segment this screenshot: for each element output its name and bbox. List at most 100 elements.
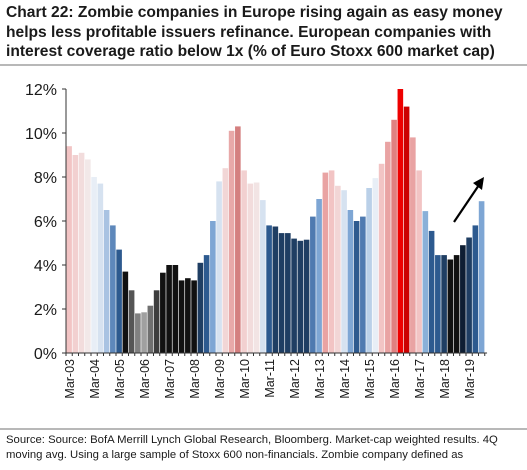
bar	[178, 280, 185, 353]
bar	[85, 159, 91, 353]
bar	[210, 221, 216, 353]
bar	[116, 249, 122, 353]
bar	[403, 106, 410, 353]
bar	[410, 137, 416, 353]
bar	[435, 255, 441, 353]
arrow-head	[473, 177, 484, 190]
bar	[460, 245, 466, 353]
x-tick-label: Mar-11	[263, 359, 277, 398]
x-tick-label: Mar-03	[63, 359, 77, 399]
bar	[128, 290, 135, 353]
x-tick-label: Mar-15	[363, 359, 377, 399]
y-tick-label: 10%	[25, 126, 57, 143]
bar	[241, 170, 247, 353]
bar	[466, 237, 472, 353]
bar	[391, 119, 397, 353]
bar	[472, 225, 479, 353]
y-tick-label: 8%	[34, 170, 57, 187]
x-tick-label: Mar-14	[338, 359, 352, 399]
bar	[310, 216, 316, 353]
bar	[197, 262, 204, 353]
bar	[160, 272, 166, 353]
y-tick-label: 0%	[34, 346, 57, 363]
chart-svg: 0% 2% 4% 6% 8% 10% 12% Mar-03 Mar-04 Mar-05 Mar-0…	[25, 82, 488, 399]
y-tick-label: 12%	[25, 82, 57, 99]
bars-group	[66, 89, 485, 354]
bar	[341, 190, 347, 353]
bar	[353, 221, 360, 353]
bar	[428, 230, 435, 353]
bar	[366, 188, 372, 353]
bar	[347, 210, 354, 353]
x-tick-label: Mar-12	[288, 359, 302, 399]
bar	[453, 255, 460, 353]
bar	[166, 265, 172, 353]
x-tick-label: Mar-08	[188, 359, 202, 399]
bar	[416, 170, 422, 353]
bar	[272, 226, 279, 353]
bar	[378, 163, 385, 353]
bar	[216, 181, 222, 353]
bar	[203, 255, 210, 353]
x-tick-label: Mar-04	[88, 359, 102, 399]
bar	[78, 152, 85, 353]
bar	[360, 216, 366, 353]
bar	[141, 312, 147, 353]
x-tick-label: Mar-13	[313, 359, 327, 399]
bar	[422, 211, 429, 353]
chart-area: 0% 2% 4% 6% 8% 10% 12% Mar-03 Mar-04 Mar-05 Mar-0…	[0, 66, 527, 430]
source-note: Source: Source: BofA Merrill Lynch Globa…	[6, 434, 498, 461]
x-tick-label: Mar-07	[163, 359, 177, 399]
bar	[441, 255, 447, 353]
bar	[235, 126, 241, 354]
trend-arrow	[453, 177, 484, 223]
bar	[253, 182, 260, 353]
bar	[153, 290, 160, 353]
bar	[172, 265, 179, 353]
title-bar: Chart 22: Zombie companies in Europe ris…	[0, 0, 527, 66]
y-tick-label: 2%	[34, 302, 57, 319]
bar	[110, 225, 116, 353]
bar	[135, 313, 141, 353]
x-tick-label: Mar-10	[238, 359, 252, 399]
bar	[103, 210, 110, 353]
bar	[222, 168, 229, 353]
bar	[147, 305, 154, 353]
x-tick-label: Mar-18	[438, 359, 452, 399]
bar	[122, 271, 129, 353]
bar	[328, 170, 335, 353]
bar	[291, 238, 297, 353]
bar	[316, 199, 322, 353]
bar	[247, 183, 254, 353]
bar	[228, 130, 235, 353]
bar	[447, 259, 454, 353]
footer-divider	[0, 428, 527, 430]
y-tick-label: 6%	[34, 214, 57, 231]
x-tick-label: Mar-19	[463, 359, 477, 399]
bar	[335, 185, 341, 353]
chart-title: Chart 22: Zombie companies in Europe ris…	[6, 4, 503, 60]
y-tick-label: 4%	[34, 258, 57, 275]
bar	[191, 280, 197, 353]
x-tick-label: Mar-17	[413, 359, 427, 399]
bar	[285, 233, 291, 353]
bar	[72, 155, 79, 353]
bar	[91, 177, 97, 353]
arrow-shaft	[453, 181, 482, 223]
bar	[97, 183, 104, 353]
bar	[303, 239, 310, 353]
y-tick-labels: 0% 2% 4% 6% 8% 10% 12%	[25, 82, 66, 363]
bar	[322, 172, 329, 353]
bar	[297, 240, 304, 353]
bar	[66, 146, 72, 353]
x-tick-label: Mar-05	[113, 359, 127, 399]
x-tick-label: Mar-16	[388, 359, 402, 399]
bar	[278, 233, 285, 353]
bar	[266, 225, 272, 353]
bar	[478, 201, 485, 353]
bar	[372, 178, 379, 353]
bar	[385, 141, 391, 353]
bar	[397, 89, 404, 353]
bar	[260, 200, 266, 353]
x-tick-label: Mar-06	[138, 359, 152, 399]
